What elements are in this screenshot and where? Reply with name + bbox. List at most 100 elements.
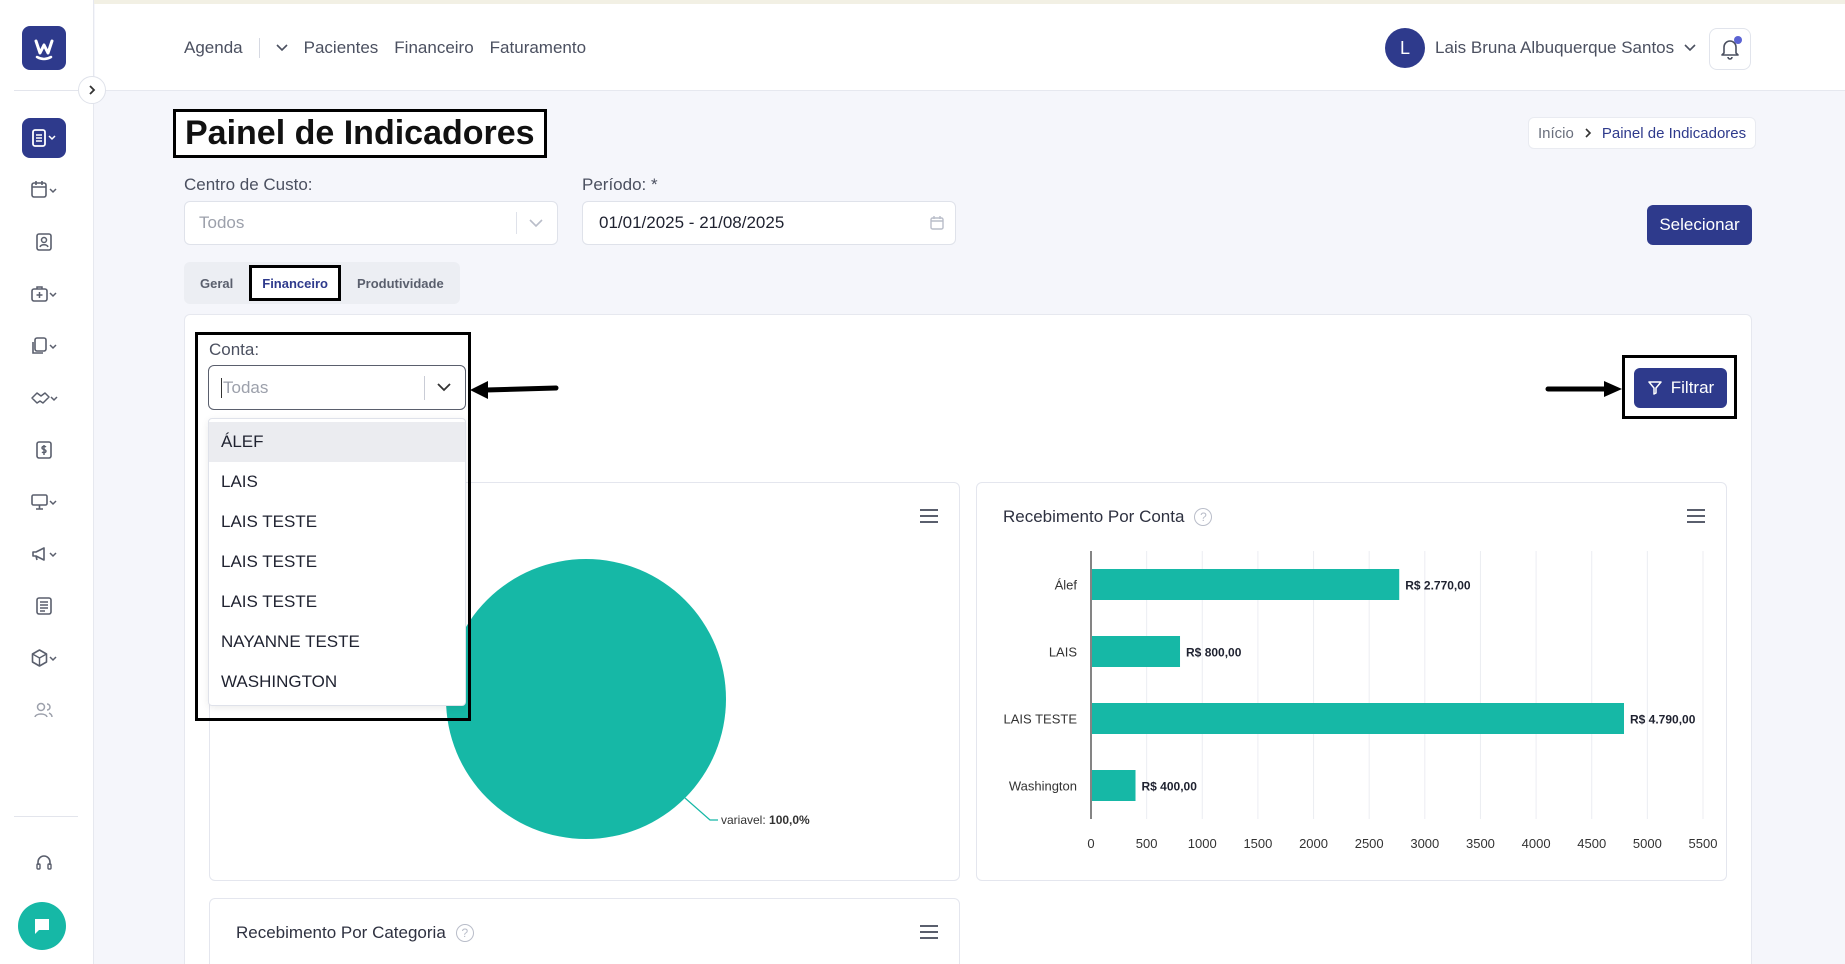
sidebar-item-clinic[interactable]: [22, 274, 66, 314]
sidebar-item-calendar[interactable]: [22, 170, 66, 210]
period-date-range-input[interactable]: 01/01/2025 - 21/08/2025: [582, 201, 956, 245]
cost-center-select[interactable]: Todos: [184, 201, 558, 245]
sidebar-item-marketing[interactable]: [22, 534, 66, 574]
help-icon[interactable]: ?: [455, 924, 474, 942]
data-label: R$ 400,00: [1142, 780, 1198, 794]
chevron-right-icon: [89, 85, 96, 95]
sidebar-item-handshake[interactable]: [22, 378, 66, 418]
x-tick-label: 3500: [1466, 836, 1495, 851]
pie-label-leader: [684, 797, 718, 821]
dropdown-option[interactable]: LAIS TESTE: [221, 592, 318, 611]
sidebar-item-dashboard[interactable]: [22, 118, 66, 158]
chat-icon: [35, 919, 49, 934]
y-tick-label: Washington: [1009, 779, 1077, 794]
breadcrumb-home[interactable]: Início: [1538, 124, 1574, 142]
breadcrumb: Início Painel de Indicadores: [1528, 117, 1757, 149]
top-header: Agenda Pacientes Financeiro Faturamento …: [95, 4, 1845, 91]
notifications-button[interactable]: [1709, 28, 1751, 70]
bar: [1092, 770, 1136, 801]
select-button[interactable]: Selecionar: [1647, 205, 1752, 245]
conta-select[interactable]: Todas: [208, 365, 466, 410]
chat-button[interactable]: [18, 902, 66, 950]
select-separator: [516, 212, 517, 234]
dropdown-option[interactable]: WASHINGTON: [221, 672, 338, 691]
chart-menu-icon[interactable]: [1687, 509, 1705, 527]
bell-icon: [1721, 40, 1739, 60]
y-tick-label: Álef: [1055, 578, 1078, 593]
category-chart-title: Recebimento Por Categoria: [236, 923, 446, 942]
funnel-icon: [1648, 381, 1662, 395]
tab-financeiro[interactable]: Financeiro: [249, 265, 341, 301]
user-name: Lais Bruna Albuquerque Santos: [1435, 38, 1675, 57]
sidebar-item-support[interactable]: [22, 843, 66, 883]
chevron-down-icon[interactable]: [276, 44, 288, 52]
nav-faturamento[interactable]: Faturamento: [489, 38, 587, 57]
help-icon[interactable]: ?: [1194, 508, 1213, 526]
annotation-arrow-left-icon: [470, 381, 559, 399]
box-icon: [31, 649, 57, 667]
dropdown-option[interactable]: ÁLEF: [209, 422, 465, 462]
dropdown-option[interactable]: LAIS: [221, 472, 258, 491]
conta-dropdown-list: ÁLEF LAIS LAIS TESTE LAIS TESTE LAIS TES…: [208, 418, 466, 706]
bar: [1092, 636, 1181, 667]
pie-slice-label: variavel: 100,0%: [721, 813, 810, 827]
copy-files-icon: [32, 337, 57, 354]
tab-geral[interactable]: Geral: [200, 275, 234, 291]
sidebar: [0, 0, 94, 964]
notification-badge: [1734, 36, 1742, 44]
app-logo[interactable]: [22, 26, 66, 70]
x-tick-label: 5500: [1689, 836, 1718, 851]
logo-mark-icon: [34, 39, 54, 61]
handshake-icon: [31, 392, 58, 404]
bar-chart-card: Recebimento Por Conta ? 0 500 1000 1500 2000…: [976, 482, 1727, 881]
conta-label: Conta:: [209, 340, 260, 359]
data-label: R$ 2.770,00: [1405, 579, 1471, 593]
sidebar-item-patients[interactable]: [22, 222, 66, 262]
dropdown-option[interactable]: LAIS TESTE: [221, 552, 318, 571]
contact-card-icon: [36, 233, 52, 251]
chart-menu-icon[interactable]: [920, 925, 938, 943]
sidebar-item-users[interactable]: [22, 690, 66, 730]
bar: [1092, 703, 1624, 734]
chart-menu-icon[interactable]: [920, 509, 938, 527]
x-tick-label: 500: [1136, 836, 1158, 851]
tab-produtividade[interactable]: Produtividade: [357, 275, 444, 291]
dropdown-option[interactable]: LAIS TESTE: [221, 512, 318, 531]
x-tick-label: 4500: [1577, 836, 1606, 851]
period-label: Período: *: [582, 175, 658, 194]
sidebar-item-screen[interactable]: [22, 482, 66, 522]
x-tick-label: 3000: [1410, 836, 1439, 851]
avatar: L: [1385, 28, 1425, 68]
filter-button[interactable]: Filtrar: [1634, 368, 1727, 408]
sidebar-item-finance[interactable]: [22, 430, 66, 470]
conta-highlight-box: [195, 332, 471, 721]
dollar-icon: [36, 441, 52, 459]
calendar-icon: [31, 181, 57, 198]
nav-financeiro[interactable]: Financeiro: [394, 38, 474, 57]
dropdown-option[interactable]: NAYANNE TESTE: [221, 632, 360, 651]
nav-separator: [258, 38, 260, 58]
sidebar-divider: [14, 90, 78, 91]
filter-button-label: Filtrar: [1670, 378, 1715, 397]
report-icon: [32, 129, 56, 147]
select-separator: [424, 375, 425, 400]
x-tick-label: 2000: [1299, 836, 1328, 851]
users-icon: [34, 702, 53, 718]
annotation-arrow-right-icon: [1545, 381, 1622, 397]
conta-placeholder: Todas: [221, 377, 424, 398]
nav-pacientes[interactable]: Pacientes: [303, 38, 379, 57]
chevron-down-icon: [1684, 44, 1696, 52]
x-tick-label: 5000: [1633, 836, 1662, 851]
y-tick-label: LAIS TESTE: [1004, 712, 1078, 727]
x-tick-label: 1500: [1243, 836, 1272, 851]
period-value: 01/01/2025 - 21/08/2025: [599, 213, 785, 232]
x-tick-label: 4000: [1522, 836, 1551, 851]
sidebar-item-documents[interactable]: [22, 326, 66, 366]
user-menu[interactable]: L Lais Bruna Albuquerque Santos: [1385, 28, 1696, 68]
nav-agenda[interactable]: Agenda: [184, 38, 243, 57]
y-tick-label: LAIS: [1049, 645, 1078, 660]
bar: [1092, 569, 1400, 600]
sidebar-item-reports[interactable]: [22, 586, 66, 626]
sidebar-toggle-button[interactable]: [78, 76, 106, 104]
sidebar-item-inventory[interactable]: [22, 638, 66, 678]
